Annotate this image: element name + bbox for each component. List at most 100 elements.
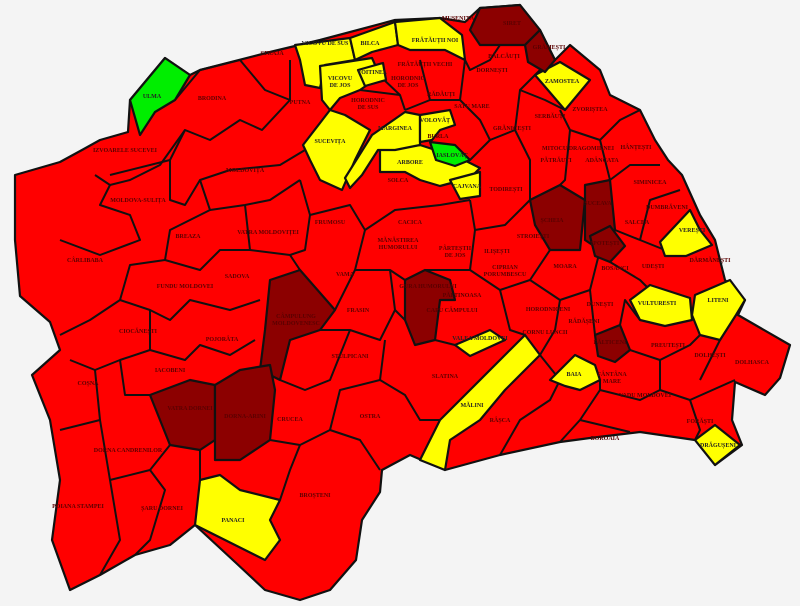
- commune-border: [434, 339, 456, 346]
- commune-label-campulung-moldovenesc: CÂMPULUNG MOLDOVENESC: [272, 312, 320, 327]
- commune-border: [279, 444, 301, 501]
- commune-label-manastirea-humorului: MĂNĂSTIREA HUMORULUI: [377, 236, 419, 251]
- commune-border: [629, 334, 701, 361]
- commune-border: [519, 89, 566, 111]
- commune-label-iacobeni: IACOBENI: [155, 368, 186, 374]
- commune-border: [279, 329, 351, 391]
- commune-label-dolhasca: DOLHASCA: [735, 360, 770, 366]
- commune-label-sucevita: SUCEVIȚA: [314, 139, 346, 145]
- commune-label-siret: SIRET: [503, 21, 521, 27]
- commune-label-moldovita: MOLDOVIȚA: [226, 168, 265, 174]
- commune-label-zamostea: ZAMOSTEA: [545, 79, 580, 85]
- commune-label-granicesti: GRĂNICEȘTI: [493, 124, 532, 132]
- commune-label-crucea: CRUCEA: [277, 417, 303, 423]
- commune-label-fratautii-vechi: FRĂTĂUȚII VECHI: [398, 60, 453, 68]
- commune-label-draguseni: DRĂGUȘENI: [700, 441, 737, 449]
- commune-label-horodnic-de-sus: HORODNIC DE SUS: [351, 98, 385, 111]
- commune-volovat[interactable]: [418, 108, 457, 144]
- commune-border: [379, 339, 386, 381]
- commune-border: [99, 419, 121, 576]
- commune-label-capu-campului: CAPU CÂMPULUI: [426, 306, 478, 314]
- commune-label-ipotesti: IPOTEȘTI: [591, 241, 620, 247]
- commune-marginea[interactable]: [343, 110, 422, 190]
- commune-label-arbore: ARBORE: [397, 160, 423, 166]
- commune-label-breaza: BREAZA: [175, 234, 201, 240]
- commune-label-hantesti: HÂNȚEȘTI: [620, 143, 652, 151]
- commune-label-salcea: SALCEA: [625, 220, 650, 226]
- commune-gramesti[interactable]: [523, 28, 557, 74]
- commune-zamostea[interactable]: [533, 60, 592, 112]
- commune-border: [174, 59, 241, 101]
- commune-falticeni[interactable]: [593, 323, 632, 364]
- commune-label-todiresti: TODIREȘTI: [489, 187, 523, 193]
- commune-label-vicovu-de-sus: VICOVU DE SUS: [302, 41, 349, 47]
- commune-label-carlibaba: CÂRLIBABA: [67, 256, 104, 264]
- commune-border: [134, 469, 166, 556]
- commune-voitinel[interactable]: [356, 61, 388, 88]
- commune-label-gramesti: GRĂMEȘTI: [533, 43, 566, 51]
- commune-vulturesti[interactable]: [628, 283, 694, 328]
- commune-valea-moldovei[interactable]: [453, 328, 507, 358]
- commune-ulma[interactable]: [128, 56, 192, 137]
- commune-label-dorna-arini: DORNA-ARINI: [224, 414, 266, 420]
- commune-bilca[interactable]: [348, 20, 400, 62]
- commune-label-izvoarele-sucevei: IZVOARELE SUCEVEI: [93, 148, 158, 154]
- commune-iaslovat[interactable]: [428, 140, 472, 168]
- commune-label-falticeni: FĂLTICENI: [594, 338, 627, 346]
- commune-label-ciocanesti: CIOCĂNEȘTI: [119, 327, 158, 335]
- commune-label-iaslovat: IASLOVĂȚ: [436, 151, 467, 159]
- commune-label-stroiesti: STROIEȘTI: [517, 234, 550, 240]
- commune-label-mitocu-dragomirnei: MITOCU DRAGOMIRNEI: [542, 146, 615, 152]
- commune-border: [119, 299, 261, 321]
- commune-label-dolhesti: DOLHEȘTI: [694, 353, 726, 359]
- commune-label-rasca: RÂȘCA: [490, 416, 511, 424]
- commune-label-liteni: LITENI: [707, 298, 729, 304]
- commune-liteni[interactable]: [690, 278, 747, 342]
- commune-draguseni[interactable]: [693, 423, 742, 467]
- commune-malini[interactable]: [418, 333, 542, 472]
- commune-border: [689, 379, 736, 401]
- commune-border: [119, 359, 150, 396]
- commune-border: [579, 419, 631, 433]
- commune-label-brodina: BRODINA: [198, 96, 227, 102]
- commune-border: [539, 299, 561, 356]
- commune-dorna-arini[interactable]: [213, 363, 277, 462]
- commune-label-ciprian-porumbescu: CIPRIAN PORUMBESCU: [484, 265, 527, 278]
- commune-veresti[interactable]: [658, 208, 714, 258]
- commune-border: [69, 349, 151, 371]
- commune-label-horodnic-de-jos: HORODNIC DE JOS: [391, 76, 425, 89]
- commune-fratautii-noi[interactable]: [393, 16, 467, 62]
- commune-border: [499, 289, 526, 336]
- commune-label-putna: PUTNA: [290, 100, 311, 106]
- commune-label-volovat: VOLOVĂȚ: [420, 116, 450, 124]
- commune-label-fantana-mare: FÂNTÂNA MARE: [597, 370, 627, 385]
- commune-sucevita[interactable]: [301, 108, 372, 192]
- commune-baia[interactable]: [548, 353, 602, 392]
- commune-labels: ULMA ARBORE VICOVU DE SUS BILCA FRĂTĂUȚII NO…: [52, 16, 770, 524]
- commune-label-musenita: MUȘENIȚA: [442, 16, 475, 22]
- commune-scheia[interactable]: [528, 183, 587, 252]
- commune-label-cajvana: CAJVANA: [453, 184, 482, 190]
- commune-label-paltinoasa: PĂLTINOASA: [443, 291, 482, 299]
- commune-border: [464, 44, 501, 71]
- commune-campulung-moldovenesc[interactable]: [258, 268, 337, 382]
- commune-border: [425, 229, 476, 271]
- commune-label-vulturesti: VULTURESTI: [638, 301, 677, 307]
- commune-label-sadova: SADOVA: [225, 274, 250, 280]
- commune-border: [289, 179, 311, 256]
- commune-cajvana[interactable]: [448, 170, 482, 201]
- commune-label-saru-dornei: ȘARU DORNEI: [141, 506, 184, 512]
- commune-label-bilca: BILCA: [360, 41, 380, 47]
- commune-border: [619, 299, 641, 326]
- commune-label-zvoristea: ZVORIȘTEA: [572, 107, 608, 113]
- commune-label-udesti: UDEȘTI: [642, 264, 665, 270]
- commune-ipotesti[interactable]: [588, 224, 627, 264]
- commune-gura-humorului[interactable]: [403, 268, 457, 347]
- commune-label-serbauti: SERBĂUȚI: [535, 112, 566, 120]
- commune-label-marginea: MARGINEA: [378, 126, 413, 132]
- commune-panaci[interactable]: [193, 473, 282, 562]
- commune-border: [94, 129, 186, 186]
- commune-border: [209, 179, 301, 211]
- commune-border: [59, 184, 141, 256]
- commune-label-boroaia: BOROAIA: [591, 436, 620, 442]
